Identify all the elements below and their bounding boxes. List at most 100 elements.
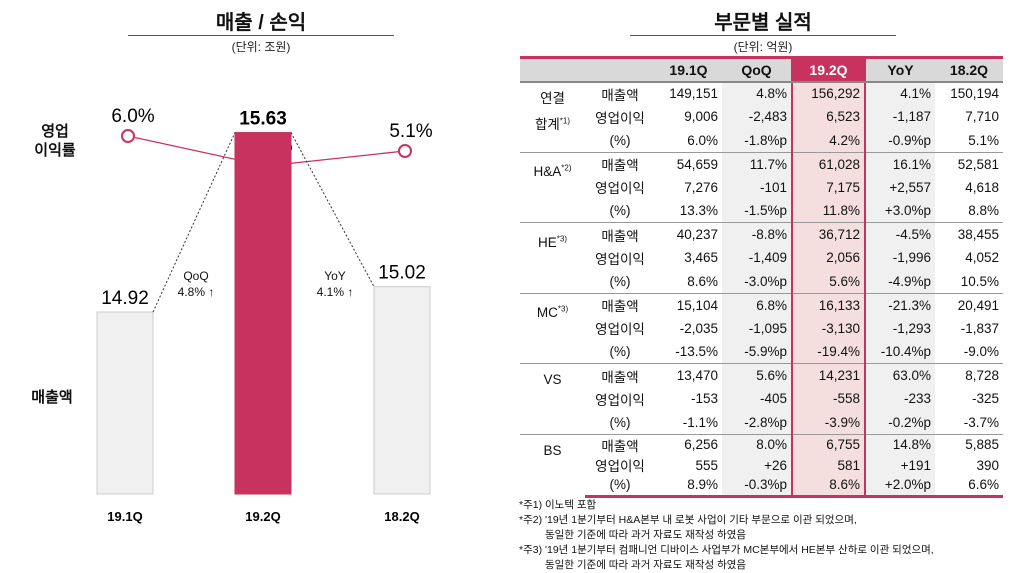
table-cell: 13,470 <box>655 363 722 387</box>
margin-data-label: 5.1% <box>389 121 432 142</box>
table-cell: 7,710 <box>965 109 999 125</box>
table-cell: -0.9%p <box>865 128 935 152</box>
segment-name: H&A*2) <box>520 151 585 223</box>
table-cell: 54,659 <box>655 151 722 176</box>
table-row: (%) 6.0% -1.8%p 4.2% -0.9%p 5.1% <box>520 128 1003 152</box>
table-cell: 8.6% <box>687 273 718 289</box>
metric-label: 영업이익 <box>595 459 645 475</box>
table-cell: -153 <box>690 391 718 407</box>
table-cell: 14.8% <box>865 433 935 455</box>
table-cell: -1,837 <box>960 320 999 336</box>
table-cell: 8.9% <box>655 475 722 498</box>
col-19-1q: 19.1Q <box>655 56 722 83</box>
table-cell: 2,056 <box>791 246 866 270</box>
sales-data-label: 14.92 <box>101 288 149 309</box>
table-cell: 5.6% <box>791 269 866 293</box>
table-header: 19.1Q QoQ 19.2Q YoY 18.2Q <box>520 56 1003 83</box>
table-cell: +2,557 <box>865 175 935 199</box>
table-cell: 4,618 <box>965 179 999 195</box>
table-cell: 149,151 <box>669 86 718 102</box>
table-cell: 4.8% <box>722 81 792 105</box>
table-cell: 8.8% <box>968 203 999 218</box>
table-cell: -1,409 <box>722 246 792 270</box>
table-cell: 156,292 <box>791 81 866 105</box>
table-cell: 150,194 <box>950 86 999 102</box>
table-cell: -1.5%p <box>722 199 792 223</box>
table-row: 영업이익 9,006 -2,483 6,523 -1,187 7,710 <box>520 105 1003 129</box>
table-cell: 11.7% <box>722 151 792 176</box>
table-row: (%) 8.6% -3.0%p 5.6% -4.9%p 10.5% <box>520 269 1003 293</box>
metric-label: (%) <box>609 273 631 289</box>
table-row: (%) -13.5% -5.9%p -19.4% -10.4%p -9.0% <box>520 340 1003 364</box>
sales-data-label: 15.02 <box>378 263 426 284</box>
table-cell: -1,187 <box>865 105 935 129</box>
table-cell: 38,455 <box>935 222 1003 246</box>
table-cell: 555 <box>695 457 718 473</box>
table-cell: 15,104 <box>655 292 722 317</box>
yoy-value: 4.1% ↑ <box>316 285 354 299</box>
table-cell: -3.7% <box>963 414 999 430</box>
col-yoy: YoY <box>865 56 935 83</box>
table-cell: -5.9%p <box>722 340 792 364</box>
segment-name: BS <box>520 433 585 497</box>
metric-label: 영업이익 <box>595 322 645 338</box>
table-cell: -13.5% <box>675 344 718 359</box>
table-cell: -1.8%p <box>722 128 792 152</box>
segment-name: MC*3) <box>520 292 585 364</box>
segment-name-text: BS <box>543 442 562 458</box>
qoq-label: QoQ <box>183 269 209 283</box>
margin-label-line1: 영업 <box>41 123 69 140</box>
table-cell: 3,465 <box>684 250 718 266</box>
table-cell: 5.6% <box>722 363 792 387</box>
table-row: MC*3) 매출액 15,104 6.8% 16,133 -21.3% 20,491 <box>520 292 1003 364</box>
table-cell: -1,095 <box>722 316 792 340</box>
sales-bar <box>234 132 292 495</box>
table-cell: -4.9%p <box>865 269 935 293</box>
table-cell: +2.0%p <box>865 475 935 498</box>
table-cell: -2,035 <box>679 320 718 336</box>
metric-label: 매출액 <box>585 433 655 455</box>
segment-table: 19.1Q QoQ 19.2Q YoY 18.2Q 연결 합계*1) 매출액 149,… <box>520 56 1003 498</box>
segment-name-text: 연결 <box>540 90 565 106</box>
metric-label: (%) <box>609 203 631 218</box>
metric-label: (%) <box>609 132 631 148</box>
metric-label: 매출액 <box>585 222 655 246</box>
table-cell: -0.3%p <box>722 475 792 498</box>
metric-label: 매출액 <box>585 292 655 317</box>
table-cell: 63.0% <box>865 363 935 387</box>
table-row: BS 매출액 6,256 8.0% 6,755 14.8% 5,885 <box>520 433 1003 497</box>
table-cell: 9,006 <box>684 109 718 125</box>
table-cell: -4.5% <box>865 222 935 246</box>
footnote-ref: *3) <box>556 234 567 243</box>
margin-label-line2: 이익률 <box>34 142 76 159</box>
metric-label: 매출액 <box>585 151 655 176</box>
table-cell: 4,052 <box>965 250 999 266</box>
metric-label: (%) <box>609 344 631 359</box>
table-cell: -1,293 <box>865 316 935 340</box>
note-3-cont: 동일한 기준에 따라 과거 자료도 재작성 하였음 <box>545 559 747 571</box>
table-row: VS 매출액 13,470 5.6% 14,231 63.0% 8,728 <box>520 363 1003 434</box>
table-cell: -1.1% <box>682 414 718 430</box>
table-cell: 61,028 <box>791 151 866 176</box>
margin-point <box>398 144 412 158</box>
margin-point <box>121 129 135 143</box>
footnote-ref: *1) <box>559 116 571 126</box>
segment-name: HE*3) <box>520 222 585 293</box>
table-cell: 16.1% <box>865 151 935 176</box>
x-tick-label: 19.2Q <box>245 509 280 524</box>
table-row: 영업이익 3,465 -1,409 2,056 -1,996 4,052 <box>520 246 1003 270</box>
table-cell: 6.0% <box>687 132 718 148</box>
col-18-2q: 18.2Q <box>935 56 1003 83</box>
left-chart: 6.0%4.2%5.1%14.9219.1Q15.6319.2Q15.0218.… <box>96 106 433 524</box>
table-cell: 14,231 <box>791 363 866 387</box>
table-cell: -3.9% <box>791 410 866 434</box>
segment-name-text: VS <box>543 372 562 387</box>
table-cell: 16,133 <box>791 292 866 317</box>
table-cell: 11.8% <box>791 199 866 223</box>
left-unit: (단위: 조원) <box>231 40 291 54</box>
metric-label: (%) <box>585 475 655 498</box>
sales-bar <box>96 311 154 495</box>
table-cell: -9.0% <box>963 344 999 359</box>
table-cell: 20,491 <box>935 292 1003 317</box>
table-cell: +3.0%p <box>865 199 935 223</box>
